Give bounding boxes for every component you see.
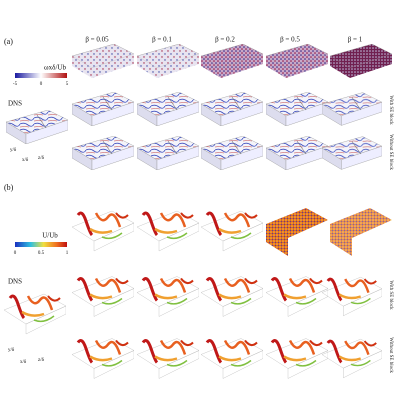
- vortex-grid-b: [72, 208, 392, 381]
- slab: [137, 92, 199, 126]
- vortex-render: [72, 274, 134, 319]
- vortex-render: [201, 209, 263, 253]
- axis-label: x/δ: [20, 360, 27, 365]
- vortex-render: [137, 336, 199, 381]
- vortex-render: [266, 208, 328, 256]
- slab: [72, 136, 134, 170]
- colorbar-tick: -5: [13, 82, 18, 87]
- dns-vortex: [4, 292, 66, 336]
- slab: [72, 92, 134, 126]
- axis-label: y/δ: [10, 148, 17, 153]
- beta-label: β = 0.5: [280, 36, 300, 44]
- beta-label: β = 0.1: [152, 36, 172, 44]
- row-label: Without SE block: [388, 134, 393, 170]
- vortex-render: [322, 337, 382, 380]
- slab: [201, 136, 263, 170]
- slab: [330, 44, 392, 78]
- vortex-render: [201, 336, 263, 381]
- axis-label: y/δ: [8, 348, 15, 353]
- slab: [322, 136, 382, 170]
- colorbar-label: U/Ub: [42, 232, 58, 240]
- vortex-render: [72, 336, 134, 381]
- axis-label: x/δ: [22, 158, 29, 163]
- colorbar-tick: 0.5: [38, 251, 45, 256]
- slab: [266, 136, 328, 170]
- vortex-render: [330, 208, 392, 256]
- axis-label: z/δ: [38, 156, 45, 161]
- slab: [322, 92, 382, 126]
- beta-label: β = 0.05: [85, 36, 109, 44]
- slab-grid-a: [72, 44, 392, 170]
- vortex-render: [322, 275, 382, 318]
- panel-label: (a): [4, 37, 13, 46]
- colorbar: [15, 73, 67, 78]
- row-label: With SE block: [388, 95, 393, 125]
- row-label: Without SE block: [388, 337, 393, 373]
- vortex-render: [137, 209, 199, 253]
- colorbar-tick: 0: [40, 82, 43, 87]
- vortex-render: [266, 336, 328, 381]
- slab: [201, 44, 263, 78]
- vortex-render: [201, 274, 263, 319]
- colorbar-tick: 0: [14, 251, 17, 256]
- beta-label: β = 1: [348, 36, 363, 44]
- dns-slab: [6, 110, 68, 144]
- colorbar-label: ωxδ/Ub: [44, 64, 66, 72]
- beta-label: β = 0.2: [215, 36, 235, 44]
- axis-label: z/δ: [38, 358, 45, 363]
- slab: [266, 44, 328, 78]
- slab: [137, 136, 199, 170]
- vortex-render: [266, 274, 328, 319]
- dns-label: DNS: [8, 100, 22, 108]
- vortex-render: [137, 274, 199, 319]
- slab: [201, 92, 263, 126]
- slab: [137, 44, 199, 78]
- vortex-render: [72, 209, 134, 253]
- colorbar-tick: 5: [66, 82, 69, 87]
- slab: [72, 44, 134, 78]
- dns-label: DNS: [8, 278, 22, 286]
- row-label: With SE block: [388, 280, 393, 310]
- colorbar: [15, 242, 67, 247]
- panel-label: (b): [4, 183, 14, 192]
- colorbar-tick: 1: [66, 251, 69, 256]
- slab: [266, 92, 328, 126]
